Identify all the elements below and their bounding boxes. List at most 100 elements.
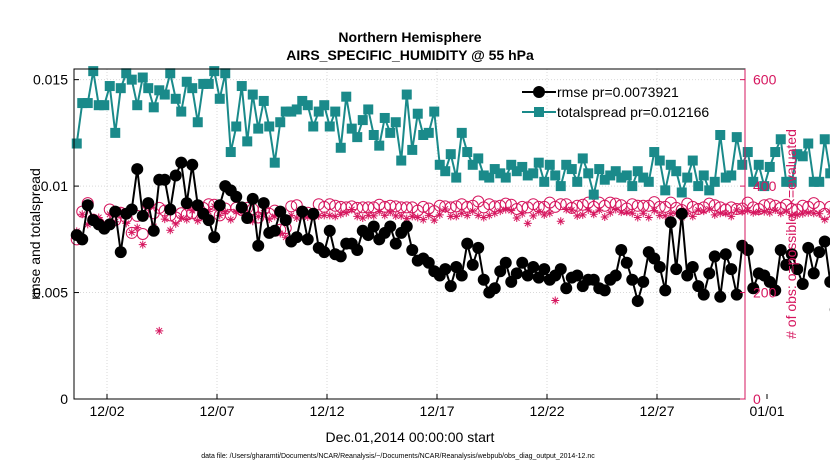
rmse-marker: [406, 243, 419, 256]
obs-possible-marker: [400, 201, 413, 214]
totalspread-marker: [533, 157, 544, 168]
obs-evaluated-marker: [331, 212, 340, 221]
obs-evaluated-marker: [727, 212, 736, 221]
totalspread-marker: [616, 172, 627, 183]
rmse-marker: [439, 263, 452, 276]
totalspread-marker: [621, 170, 632, 181]
rmse-marker: [351, 243, 364, 256]
totalspread-marker: [187, 83, 198, 94]
obs-evaluated-marker: [534, 207, 543, 216]
totalspread-marker: [126, 74, 137, 85]
obs-evaluated-marker: [518, 209, 527, 218]
totalspread-marker: [385, 127, 396, 138]
x-tick-label: 12/02: [89, 403, 124, 419]
totalspread-marker: [698, 170, 709, 181]
totalspread-marker: [231, 121, 242, 132]
totalspread-marker: [605, 170, 616, 181]
rmse-marker: [692, 280, 705, 293]
rmse-marker: [560, 282, 573, 295]
totalspread-marker: [682, 172, 693, 183]
legend: rmse pr=0.0073921 totalspread pr=0.01216…: [522, 84, 709, 120]
obs-evaluated-marker: [281, 233, 290, 242]
rmse-marker: [241, 212, 254, 225]
totalspread-marker: [423, 127, 434, 138]
obs-evaluated-marker: [270, 212, 279, 221]
totalspread-marker: [511, 166, 522, 177]
obs-evaluated-marker: [221, 207, 230, 216]
totalspread-marker: [473, 153, 484, 164]
obs-evaluated-marker: [78, 210, 87, 219]
totalspread-marker: [572, 176, 583, 187]
obs-evaluated-marker: [644, 213, 653, 222]
legend-rmse-label: rmse pr=0.0073921: [557, 84, 679, 100]
totalspread-marker: [302, 100, 313, 111]
obs-evaluated-marker: [413, 213, 422, 222]
y-tick-label: 0.005: [33, 285, 68, 301]
obs-evaluated-marker: [358, 214, 367, 223]
rmse-marker: [637, 275, 650, 288]
totalspread-marker: [82, 98, 93, 109]
totalspread-marker: [654, 155, 665, 166]
totalspread-marker: [594, 164, 605, 175]
rmse-marker: [186, 158, 199, 171]
rmse-marker: [488, 282, 501, 295]
totalspread-marker: [544, 159, 555, 170]
obs-evaluated-marker: [463, 211, 472, 220]
rmse-marker: [824, 275, 830, 288]
obs-evaluated-marker: [540, 210, 549, 219]
x-tick-label: 01/01: [749, 403, 784, 419]
totalspread-marker: [110, 127, 121, 138]
rmse-marker: [703, 267, 716, 280]
rmse-marker: [670, 263, 683, 276]
obs-evaluated-marker: [94, 213, 103, 222]
totalspread-marker: [610, 166, 621, 177]
rmse-marker: [109, 205, 122, 218]
rmse-marker: [461, 237, 474, 250]
obs-evaluated-marker: [336, 210, 345, 219]
obs-evaluated-marker: [474, 211, 483, 220]
totalspread-marker: [363, 104, 374, 115]
rmse-marker: [334, 250, 347, 263]
rmse-marker: [494, 265, 507, 278]
totalspread-marker: [588, 189, 599, 200]
totalspread-marker: [275, 117, 286, 128]
rmse-marker: [807, 267, 820, 280]
obs-evaluated-marker: [705, 204, 714, 213]
rmse-marker: [318, 246, 331, 259]
obs-evaluated-marker: [699, 207, 708, 216]
x-tick-label: 12/22: [529, 403, 564, 419]
totalspread-marker: [313, 106, 324, 117]
totalspread-marker: [599, 174, 610, 185]
obs-evaluated-marker: [430, 216, 439, 225]
y-tick-label: 0: [60, 391, 68, 407]
rmse-marker: [714, 290, 727, 303]
obs-evaluated-marker: [177, 214, 186, 223]
totalspread-marker: [566, 164, 577, 175]
totalspread-marker: [170, 93, 181, 104]
rmse-marker: [169, 169, 182, 182]
rmse-marker: [180, 197, 193, 210]
rmse-marker: [626, 273, 639, 286]
rmse-marker: [653, 261, 666, 273]
obs-evaluated-marker: [611, 205, 620, 214]
legend-totalspread-marker: [534, 107, 544, 117]
totalspread-marker: [390, 117, 401, 128]
totalspread-marker: [434, 159, 445, 170]
obs-evaluated-marker: [771, 206, 780, 215]
rmse-marker: [659, 284, 672, 297]
rmse-marker: [191, 199, 204, 212]
obs-possible-marker: [323, 198, 336, 211]
rmse-marker: [81, 199, 94, 212]
totalspread-marker: [137, 72, 148, 83]
obs-evaluated-marker: [226, 215, 235, 224]
rmse-marker: [296, 205, 309, 218]
rmse-marker: [510, 267, 523, 280]
totalspread-marker: [737, 159, 748, 170]
totalspread-marker: [401, 89, 412, 100]
rmse-marker: [252, 239, 265, 252]
totalspread-marker: [209, 66, 220, 77]
obs-possible-marker: [549, 200, 562, 213]
rmse-marker: [708, 250, 721, 263]
rmse-marker: [780, 258, 793, 271]
rmse-marker: [631, 295, 644, 308]
